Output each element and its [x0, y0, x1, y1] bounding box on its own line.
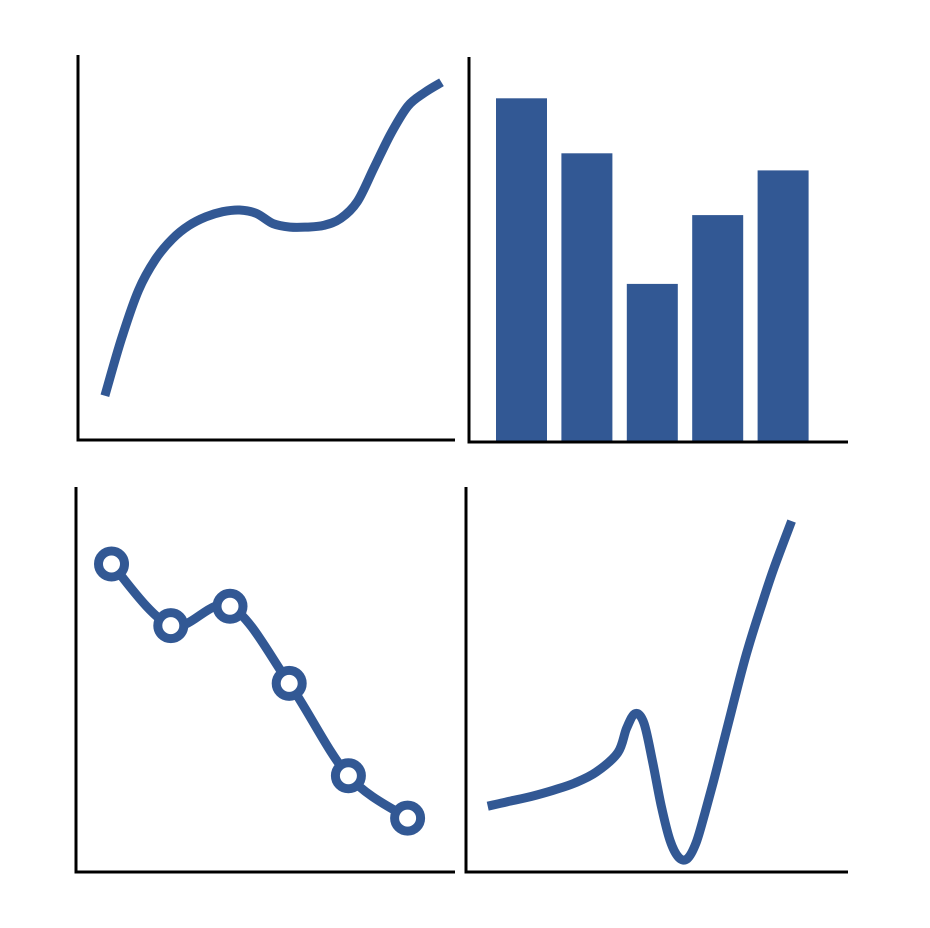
data-point-6	[390, 800, 426, 836]
data-point-4	[271, 665, 307, 701]
series-line-1	[486, 519, 796, 865]
data-point-3	[212, 588, 248, 624]
bar-2	[561, 153, 613, 443]
marker-line-chart-bottom-left	[74, 487, 455, 874]
data-point-1	[94, 546, 129, 582]
line-chart-bottom-right	[464, 487, 848, 874]
series-line-1	[100, 78, 444, 397]
data-point-2	[153, 608, 189, 644]
bar-5	[757, 170, 809, 442]
bar-4	[692, 215, 744, 442]
bar-3	[626, 283, 678, 442]
data-point-5	[330, 758, 366, 794]
line-chart-top-left	[76, 55, 455, 442]
bar-chart-top-right	[467, 57, 848, 444]
bar-1	[496, 98, 547, 443]
